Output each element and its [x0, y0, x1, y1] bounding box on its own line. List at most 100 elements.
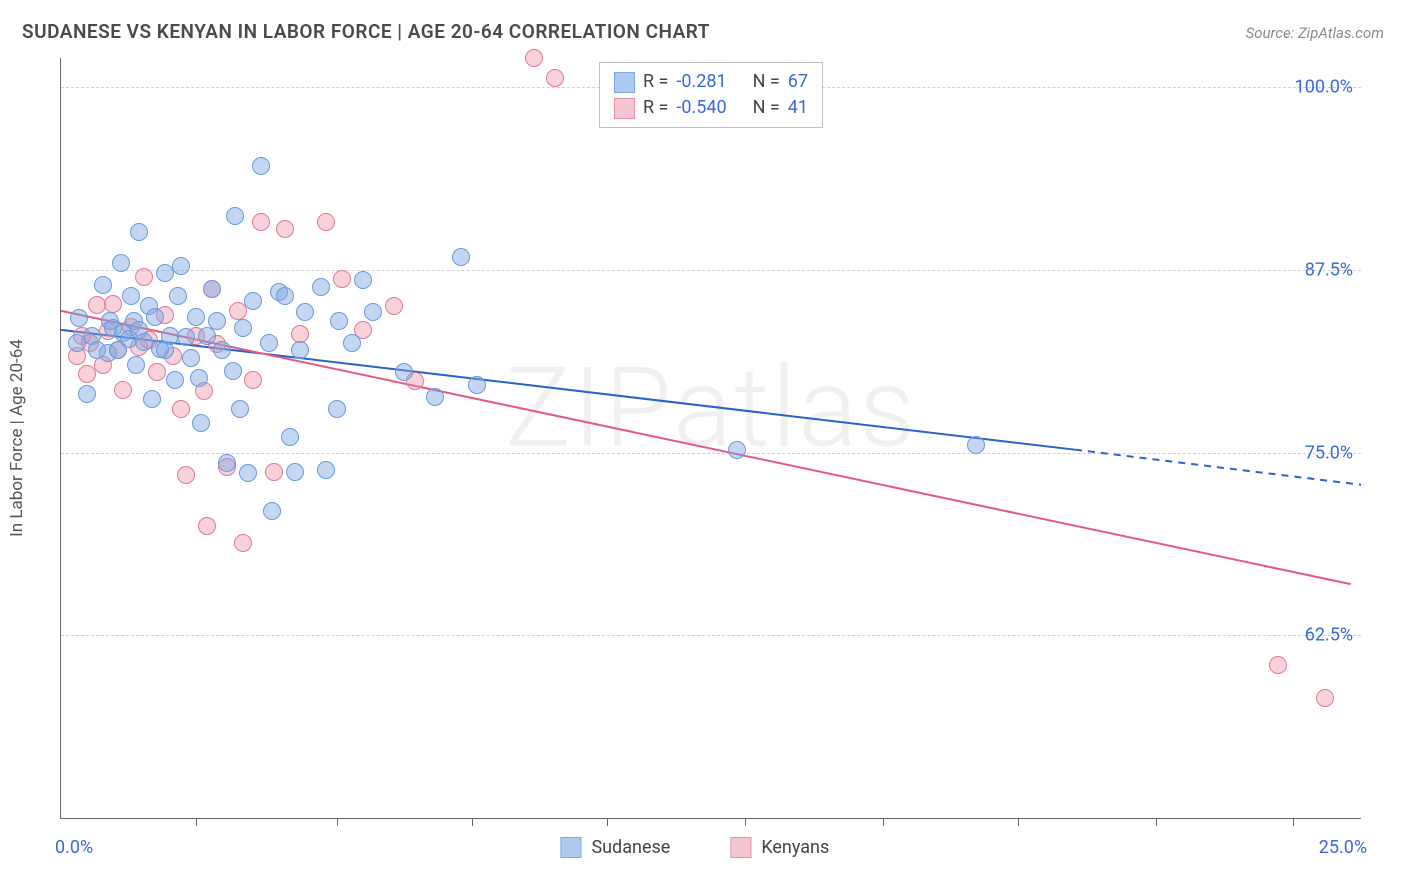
data-point-sudanese — [468, 376, 486, 394]
y-tick-label: 75.0% — [1305, 442, 1353, 463]
data-point-sudanese — [224, 362, 242, 380]
data-point-sudanese — [231, 400, 249, 418]
data-point-sudanese — [286, 463, 304, 481]
x-tick — [607, 818, 608, 826]
gridline-h — [61, 270, 1361, 271]
data-point-sudanese — [967, 436, 985, 454]
legend-label-kenyans: Kenyans — [761, 837, 829, 858]
data-point-sudanese — [296, 303, 314, 321]
data-point-sudanese — [166, 371, 184, 389]
page-title: SUDANESE VS KENYAN IN LABOR FORCE | AGE … — [22, 20, 710, 43]
x-axis-min-label: 0.0% — [55, 837, 93, 858]
swatch-kenyans — [614, 98, 635, 119]
data-point-sudanese — [343, 334, 361, 352]
data-point-kenyan — [525, 49, 543, 67]
stats-row-sudanese: R = -0.281 N = 67 — [614, 69, 808, 95]
data-point-sudanese — [244, 292, 262, 310]
data-point-kenyan — [385, 297, 403, 315]
data-point-sudanese — [426, 388, 444, 406]
data-point-sudanese — [192, 414, 210, 432]
y-tick-label: 62.5% — [1305, 625, 1353, 646]
n-sudanese: 67 — [788, 69, 808, 95]
data-point-sudanese — [172, 257, 190, 275]
data-point-sudanese — [143, 390, 161, 408]
data-point-sudanese — [239, 464, 257, 482]
data-point-kenyan — [265, 463, 283, 481]
swatch-sudanese — [614, 72, 635, 93]
data-point-sudanese — [213, 341, 231, 359]
data-point-sudanese — [395, 363, 413, 381]
data-point-sudanese — [130, 223, 148, 241]
legend-item-sudanese: Sudanese — [560, 837, 670, 858]
gridline-h — [61, 635, 1361, 636]
data-point-sudanese — [364, 303, 382, 321]
data-point-sudanese — [317, 461, 335, 479]
x-tick — [1293, 818, 1294, 826]
r-kenyans: -0.540 — [676, 95, 726, 121]
x-tick — [883, 818, 884, 826]
data-point-sudanese — [281, 428, 299, 446]
x-tick — [196, 818, 197, 826]
data-point-kenyan — [333, 270, 351, 288]
data-point-sudanese — [452, 248, 470, 266]
data-point-kenyan — [276, 220, 294, 238]
x-axis-max-label: 25.0% — [1319, 837, 1367, 858]
data-point-sudanese — [112, 254, 130, 272]
data-point-kenyan — [317, 213, 335, 231]
data-point-sudanese — [146, 308, 164, 326]
data-point-kenyan — [114, 381, 132, 399]
data-point-sudanese — [190, 369, 208, 387]
data-point-sudanese — [276, 287, 294, 305]
data-point-sudanese — [177, 328, 195, 346]
n-kenyans: 41 — [788, 95, 808, 121]
data-point-sudanese — [263, 502, 281, 520]
y-tick-label: 100.0% — [1295, 77, 1353, 98]
data-point-kenyan — [252, 213, 270, 231]
y-tick-label: 87.5% — [1305, 259, 1353, 280]
data-point-sudanese — [226, 207, 244, 225]
data-point-sudanese — [330, 312, 348, 330]
data-point-sudanese — [328, 400, 346, 418]
data-point-sudanese — [122, 287, 140, 305]
data-point-sudanese — [70, 309, 88, 327]
data-point-kenyan — [234, 534, 252, 552]
data-point-kenyan — [177, 466, 195, 484]
data-point-kenyan — [172, 400, 190, 418]
legend-swatch-kenyans — [730, 837, 751, 858]
data-point-kenyan — [244, 371, 262, 389]
x-tick — [337, 818, 338, 826]
data-point-sudanese — [260, 334, 278, 352]
data-point-kenyan — [148, 363, 166, 381]
data-point-sudanese — [208, 312, 226, 330]
data-point-sudanese — [252, 157, 270, 175]
data-point-sudanese — [312, 278, 330, 296]
r-sudanese: -0.281 — [676, 69, 726, 95]
legend-bottom: Sudanese Kenyans — [560, 837, 829, 858]
data-point-kenyan — [546, 69, 564, 87]
y-axis-title: In Labor Force | Age 20-64 — [7, 339, 27, 537]
data-point-kenyan — [135, 268, 153, 286]
gridline-h — [61, 453, 1361, 454]
data-point-sudanese — [169, 287, 187, 305]
legend-swatch-sudanese — [560, 837, 581, 858]
data-point-sudanese — [94, 276, 112, 294]
stats-legend-box: R = -0.281 N = 67 R = -0.540 N = 41 — [599, 62, 823, 128]
data-point-sudanese — [728, 441, 746, 459]
legend-label-sudanese: Sudanese — [591, 837, 670, 858]
data-point-sudanese — [187, 308, 205, 326]
data-point-kenyan — [1269, 656, 1287, 674]
data-point-sudanese — [203, 280, 221, 298]
x-tick — [1156, 818, 1157, 826]
data-point-sudanese — [78, 385, 96, 403]
data-point-kenyan — [229, 302, 247, 320]
data-point-kenyan — [1316, 689, 1334, 707]
data-point-sudanese — [127, 356, 145, 374]
stats-row-kenyans: R = -0.540 N = 41 — [614, 95, 808, 121]
data-point-sudanese — [234, 319, 252, 337]
data-point-kenyan — [198, 517, 216, 535]
data-point-sudanese — [218, 454, 236, 472]
data-point-sudanese — [354, 271, 372, 289]
scatter-plot: ZIPatlas In Labor Force | Age 20-64 62.5… — [60, 58, 1361, 819]
data-point-sudanese — [291, 341, 309, 359]
x-tick — [1018, 818, 1019, 826]
